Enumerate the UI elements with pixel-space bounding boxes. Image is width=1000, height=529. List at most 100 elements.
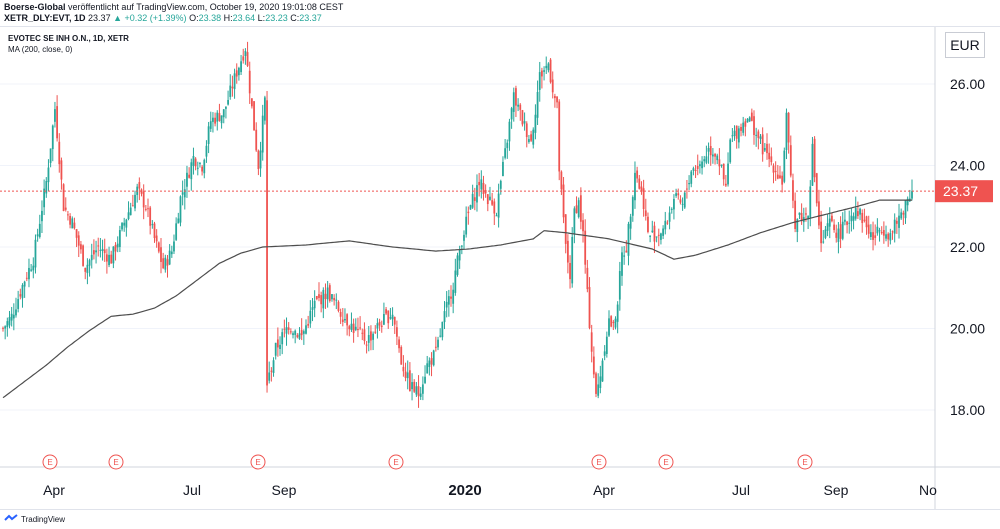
candle-body (744, 121, 747, 127)
candle-body (675, 193, 677, 196)
candle-body (268, 372, 271, 381)
publication-info: veröffentlicht auf TradingView.com, Octo… (68, 2, 344, 12)
candle-body (328, 285, 331, 301)
x-tick-label: 2020 (448, 482, 481, 499)
candle-body (43, 188, 46, 208)
candle-body (406, 372, 409, 379)
candle-body (553, 96, 556, 99)
candle-body (231, 86, 234, 89)
candle-body (465, 216, 468, 235)
candle-body (538, 72, 541, 90)
candle-body (380, 325, 383, 328)
tradingview-icon (4, 514, 18, 521)
earnings-label: E (113, 458, 118, 467)
candle-body (170, 251, 173, 255)
candle-body (504, 148, 507, 158)
price-tag-label: 23.37 (943, 183, 978, 199)
candle-body (893, 219, 896, 234)
candle-body (906, 198, 909, 206)
candle-body (859, 208, 861, 215)
candle-body (562, 184, 565, 218)
candle-body (737, 128, 740, 143)
candle-body (826, 223, 829, 231)
candle-body (15, 309, 17, 316)
candle-body (716, 155, 719, 161)
candle-body (872, 232, 874, 240)
candle-body (192, 156, 195, 166)
candle-body (482, 182, 485, 194)
chart-legend-title: EVOTEC SE INH O.N., 1D, XETR (8, 34, 129, 43)
candle-body (400, 347, 403, 365)
candle-body (608, 318, 610, 336)
candle-body (181, 192, 184, 195)
candle-body (690, 171, 693, 184)
candle-body (383, 314, 385, 325)
candle-body (696, 166, 699, 169)
candle-body (869, 232, 872, 237)
candle-body (796, 219, 799, 232)
candle-body (863, 219, 866, 221)
candle-body (127, 212, 130, 219)
candle-body (703, 159, 706, 162)
candle-body (584, 230, 587, 265)
candle-body (720, 164, 723, 166)
candle-body (856, 211, 859, 217)
candle-body (272, 360, 275, 373)
candle-body (506, 142, 509, 149)
candle-body (902, 212, 905, 215)
candle-body (595, 373, 597, 394)
candle-body (528, 139, 530, 142)
grid (0, 83, 935, 411)
candle-body (668, 212, 671, 222)
candle-body (545, 65, 548, 69)
candle-body (341, 319, 344, 322)
candle-body (216, 112, 219, 122)
candle-body (828, 218, 831, 227)
candle-body (733, 130, 736, 137)
candle-body (41, 210, 43, 222)
candle-body (772, 165, 775, 173)
candle-body (374, 331, 377, 333)
price-tag-bg (935, 180, 993, 203)
currency-button[interactable]: EUR (945, 32, 985, 58)
candle-body (32, 265, 35, 271)
candle-body (582, 220, 584, 232)
indicator-legend[interactable]: MA (200, close, 0) (8, 45, 73, 54)
candle-body (904, 200, 907, 219)
earnings-circle (388, 454, 404, 470)
candle-body (694, 169, 697, 172)
candle-body (590, 332, 593, 352)
candle-body (426, 363, 429, 374)
tradingview-logo[interactable]: TradingView (4, 514, 65, 524)
candle-body (735, 125, 738, 139)
candle-body (456, 255, 459, 275)
last-price-tag: 23.37 (935, 180, 993, 203)
low-label: L: (257, 13, 266, 23)
candle-body (841, 221, 844, 239)
candle-body (160, 247, 162, 262)
candle-body (99, 249, 102, 251)
candle-body (750, 112, 753, 121)
candle-body (402, 366, 405, 372)
candle-body (655, 236, 658, 238)
chart-area[interactable]: 18.00 20.00 22.00 24.00 26.00 Apr Jul Sep 2020 A… (0, 27, 1000, 509)
candle-body (346, 314, 349, 326)
candle-body (701, 161, 703, 169)
candle-body (876, 226, 879, 234)
candle-body (430, 358, 433, 365)
candle-body (153, 223, 156, 239)
candle-body (517, 104, 519, 107)
candle-body (822, 241, 825, 243)
candle-body (718, 159, 721, 167)
candle-body (311, 307, 314, 311)
candle-body (523, 121, 526, 124)
candle-body (322, 289, 325, 309)
candle-body (846, 221, 848, 225)
candle-body (125, 219, 128, 228)
candle-body (361, 332, 364, 334)
candle-body (144, 208, 147, 210)
candle-body (276, 339, 279, 348)
candle-body (575, 205, 578, 214)
high-label: H: (223, 13, 233, 23)
